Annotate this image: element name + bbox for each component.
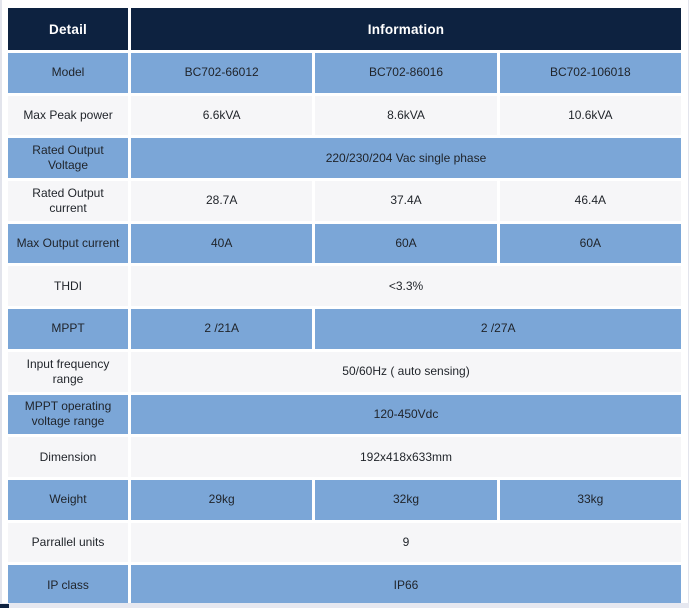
table-row: Dimension 192x418x633mm [8,437,681,477]
table-row: Max Peak power 6.6kVA 8.6kVA 10.6kVA [8,95,681,136]
table-row: MPPT 2 /21A 2 /27A [8,309,681,349]
row-label: Rated Output Voltage [8,138,128,179]
row-value: 37.4A [315,181,497,221]
row-value: 220/230/204 Vac single phase [131,138,681,179]
row-value: 29kg [131,479,313,520]
table-row: Model BC702-66012 BC702-86016 BC702-106018 [8,53,681,93]
row-value: 60A [315,223,497,264]
row-label: Input frequency range [8,351,128,392]
table-row: Weight 29kg 32kg 33kg [8,479,681,520]
row-value: 40A [131,223,313,264]
row-value: 46.4A [499,181,681,221]
table-row: Max Output current 40A 60A 60A [8,223,681,264]
row-value: <3.3% [131,266,681,307]
page-left-edge [0,0,2,608]
row-value: IP66 [131,565,681,605]
row-value: 2 /21A [131,309,313,349]
row-value: 120-450Vdc [131,394,681,435]
row-value: 9 [131,522,681,563]
row-value: 6.6kVA [131,95,313,136]
row-label: Model [8,53,128,93]
next-table-fragment [0,604,9,608]
row-value: 192x418x633mm [131,437,681,477]
row-value: 50/60Hz ( auto sensing) [131,351,681,392]
row-value: 8.6kVA [315,95,497,136]
table-row: Rated Output Voltage 220/230/204 Vac sing… [8,138,681,179]
header-cell-information: Information [131,8,681,50]
row-label: Max Peak power [8,95,128,136]
row-value: 33kg [499,479,681,520]
table-row: Input frequency range 50/60Hz ( auto sens… [8,351,681,392]
row-label: Parrallel units [8,522,128,563]
row-label: IP class [8,565,128,605]
page-bottom-strip [0,603,689,608]
row-label: MPPT operating voltage range [8,394,128,435]
row-label: MPPT [8,309,128,349]
spec-table-header: Detail Information [8,8,681,50]
spec-table: Detail Information Model BC702-66012 BC702… [5,5,684,608]
row-value: BC702-106018 [499,53,681,93]
row-value: 28.7A [131,181,313,221]
row-value: 10.6kVA [499,95,681,136]
row-value: BC702-86016 [315,53,497,93]
table-row: MPPT operating voltage range 120-450Vdc [8,394,681,435]
table-row: THDI <3.3% [8,266,681,307]
header-cell-detail: Detail [8,8,128,50]
row-label: Max Output current [8,223,128,264]
header-row: Detail Information [8,8,681,50]
row-value: 32kg [315,479,497,520]
table-row: IP class IP66 [8,565,681,605]
row-value: 60A [499,223,681,264]
row-label: Dimension [8,437,128,477]
table-row: Rated Output current 28.7A 37.4A 46.4A [8,181,681,221]
row-label: Weight [8,479,128,520]
row-label: THDI [8,266,128,307]
spec-table-body: Model BC702-66012 BC702-86016 BC702-106018 M… [8,53,681,605]
row-value: BC702-66012 [131,53,313,93]
row-value: 2 /27A [315,309,681,349]
table-row: Parrallel units 9 [8,522,681,563]
row-label: Rated Output current [8,181,128,221]
